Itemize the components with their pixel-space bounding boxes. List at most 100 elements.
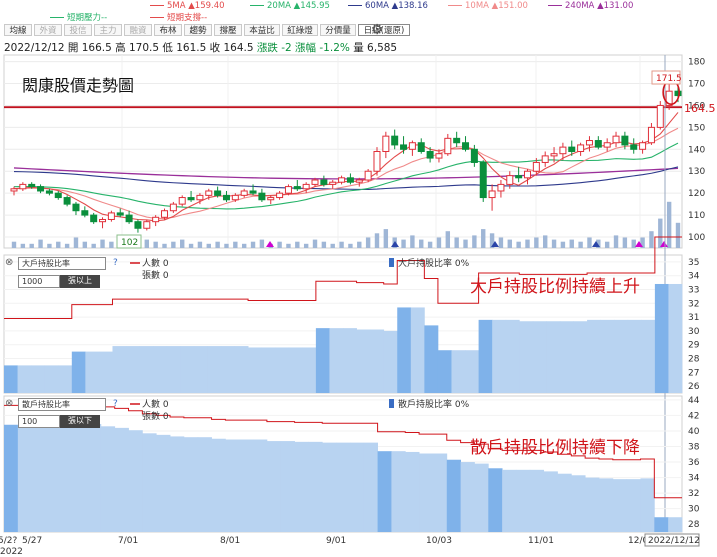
help-icon[interactable]: ? xyxy=(113,258,118,268)
lot-threshold-retail[interactable]: 100 xyxy=(18,415,60,428)
y-tick-label: 100 xyxy=(688,233,705,243)
volume-bar xyxy=(100,239,105,248)
legend-label: 20MA ▲145.95 xyxy=(267,1,330,11)
volume-bar xyxy=(180,239,185,248)
candle-body xyxy=(249,190,257,194)
volume-bar xyxy=(631,239,636,248)
major-ratio-bar xyxy=(71,351,86,393)
retail-ratio-bar xyxy=(585,477,600,532)
candle-body xyxy=(585,140,593,146)
unit-button-major[interactable]: 張以上 xyxy=(60,275,100,288)
signal-marker xyxy=(592,241,600,247)
candle-body xyxy=(10,188,18,192)
candle-body xyxy=(497,183,505,192)
candle-body xyxy=(391,135,399,146)
toolbar-tab[interactable]: 本益比 xyxy=(244,24,280,36)
legend-label: 10MA ▲151.00 xyxy=(465,1,528,11)
candle-body xyxy=(426,151,434,159)
y-tick-label: 30 xyxy=(688,327,700,337)
y-tick-label: 150 xyxy=(688,123,705,133)
major-ratio-bar xyxy=(437,350,452,393)
candle-body xyxy=(267,197,275,201)
volume-bar xyxy=(29,243,34,248)
retail-ratio-bar xyxy=(502,469,517,532)
candle-body xyxy=(169,203,177,212)
retail-ratio-bar xyxy=(156,434,171,532)
candle-body xyxy=(435,153,443,159)
ratio-select-major[interactable]: 大戶持股比率 xyxy=(18,257,106,270)
retail-ratio-bar xyxy=(488,468,503,532)
unit-button-retail[interactable]: 張以下 xyxy=(60,415,100,428)
retail-ratio-bar xyxy=(419,453,434,532)
candle-body xyxy=(302,183,310,190)
volume-bar xyxy=(560,241,566,248)
volume-bar xyxy=(330,243,335,248)
legend-ratio: 散戶持股比率 0% xyxy=(398,398,470,410)
toolbar-tab[interactable]: 分價量 xyxy=(320,24,356,36)
y-tick-label: 30 xyxy=(688,505,700,515)
retail-ratio-bar xyxy=(31,424,46,532)
candle-body xyxy=(161,210,169,218)
x-tick-label: 5/2? xyxy=(0,536,17,546)
ma5-line xyxy=(13,112,679,222)
toolbar-tab[interactable]: 趨勢 xyxy=(184,24,212,36)
ma20-line xyxy=(13,142,679,210)
volume-bar xyxy=(91,243,96,248)
candle-body xyxy=(329,181,337,185)
toolbar-tab[interactable]: 日線(還原) xyxy=(358,24,410,36)
candle-body xyxy=(647,126,655,144)
y-tick-label: 170 xyxy=(688,80,705,90)
candle-body xyxy=(408,142,416,150)
signal-marker xyxy=(660,241,668,247)
legend-label: 5MA ▲159.40 xyxy=(167,1,225,11)
candle-body xyxy=(45,190,53,194)
toolbar-tab[interactable]: 融資 xyxy=(124,24,152,36)
toolbar-tab[interactable]: 紅綠燈 xyxy=(282,24,318,36)
volume-bar xyxy=(658,218,663,248)
candle-body xyxy=(523,170,531,179)
close-icon[interactable]: ⊗ xyxy=(5,257,14,268)
toolbar-tab[interactable]: 外資 xyxy=(34,24,62,36)
help-icon[interactable]: ? xyxy=(113,399,118,409)
toolbar-tab[interactable]: 撐壓 xyxy=(214,24,242,36)
y-tick-label: 31 xyxy=(688,313,699,323)
legend-item: 20MA ▲145.95 xyxy=(250,1,330,11)
candle-body xyxy=(382,135,390,152)
legend-item: 10MA ▲151.00 xyxy=(448,1,528,11)
major-ratio-bar xyxy=(193,346,208,393)
toolbar-tab[interactable]: 布林 xyxy=(154,24,182,36)
ratio-select-retail[interactable]: 散戶持股比率 xyxy=(18,398,106,411)
major-ratio-bar xyxy=(641,319,656,393)
candle-body xyxy=(462,142,470,150)
major-ratio-bar xyxy=(17,365,32,393)
toolbar-tab[interactable]: 均線 xyxy=(4,24,32,36)
volume-bar xyxy=(640,237,645,248)
volume-bar xyxy=(401,239,406,248)
volume-bar xyxy=(295,241,300,248)
volume-bar xyxy=(206,243,211,248)
major-ratio-bar xyxy=(153,346,168,393)
volume-bar xyxy=(622,237,628,248)
volume-bar xyxy=(445,231,451,248)
y-tick-label: 36 xyxy=(688,458,700,468)
toolbar-tab[interactable]: 主力 xyxy=(94,24,122,36)
y-tick-label: 34 xyxy=(688,474,700,484)
x-year-label: 2022 xyxy=(0,547,23,557)
legend-item: 60MA ▲138.16 xyxy=(348,1,428,11)
toolbar-tab[interactable]: 投信 xyxy=(64,24,92,36)
gear-icon[interactable]: ⚙ xyxy=(370,22,384,38)
retail-ratio-bar xyxy=(183,437,199,532)
volume-bar xyxy=(339,241,344,248)
candle-body xyxy=(453,137,461,144)
major-ratio-bar xyxy=(654,283,669,393)
ohlc-low: 161.5 xyxy=(176,42,207,54)
y-tick-label: 33 xyxy=(688,286,699,296)
ohlc-change: -2 xyxy=(281,42,292,54)
y-tick-label: 160 xyxy=(688,101,705,111)
legend-item: 短期壓力-- xyxy=(50,11,107,23)
close-icon[interactable]: ⊗ xyxy=(5,398,14,409)
retail-ratio-bar xyxy=(363,442,378,532)
lot-threshold-major[interactable]: 1000 xyxy=(18,275,60,288)
major-ratio-bar xyxy=(207,346,222,393)
volume-bar xyxy=(286,243,291,248)
